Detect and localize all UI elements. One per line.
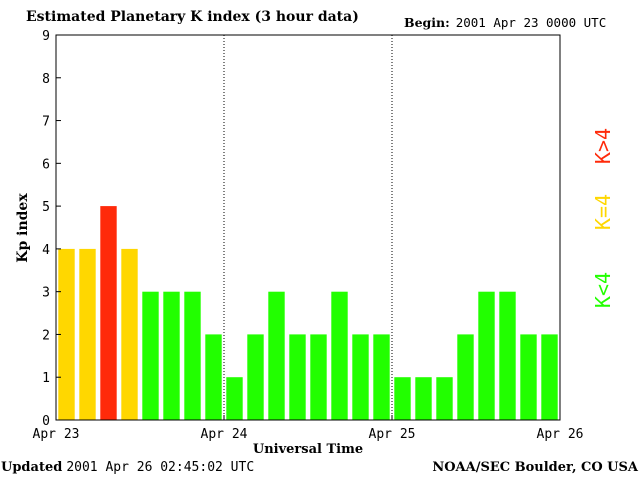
kp-bar: [58, 248, 75, 420]
y-tick-label: 4: [42, 243, 50, 258]
legend-entry: K<4: [591, 272, 615, 308]
kp-bar: [100, 206, 117, 420]
kp-bar: [205, 334, 222, 420]
kp-bar: [268, 291, 285, 420]
x-tick-label: Apr 26: [537, 427, 584, 442]
begin-info: Begin: 2001 Apr 23 0000 UTC: [404, 15, 606, 30]
begin-value: 2001 Apr 23 0000 UTC: [455, 15, 607, 30]
kp-bar: [184, 291, 201, 420]
legend-entry: K=4: [591, 194, 615, 230]
kp-bar: [415, 377, 432, 420]
y-tick-label: 1: [42, 371, 50, 386]
kp-bar: [310, 334, 327, 420]
y-tick-label: 2: [42, 328, 50, 343]
kp-bar: [226, 377, 243, 420]
kp-bar: [331, 291, 348, 420]
kp-bar: [121, 248, 138, 420]
kp-bar: [499, 291, 516, 420]
kp-bar: [478, 291, 495, 420]
y-tick-label: 9: [42, 29, 50, 44]
kp-bar: [394, 377, 411, 420]
updated-info: Updated 2001 Apr 26 02:45:02 UTC: [1, 460, 254, 475]
y-tick-label: 3: [42, 286, 50, 301]
x-tick-label: Apr 24: [201, 427, 248, 442]
y-tick-label: 0: [42, 414, 50, 429]
source-credit: NOAA/SEC Boulder, CO USA: [432, 460, 638, 475]
kp-bar: [436, 377, 453, 420]
updated-value: 2001 Apr 26 02:45:02 UTC: [66, 460, 255, 475]
kp-bar: [79, 248, 96, 420]
kp-bar: [352, 334, 369, 420]
kp-bar: [289, 334, 306, 420]
kp-bar: [247, 334, 264, 420]
chart-title: Estimated Planetary K index (3 hour data…: [26, 9, 359, 25]
y-tick-label: 6: [42, 157, 50, 172]
updated-label: Updated: [1, 460, 63, 475]
begin-label: Begin:: [404, 15, 450, 30]
x-tick-label: Apr 25: [369, 427, 416, 442]
plot-frame: [55, 34, 561, 421]
legend-entry: K>4: [591, 128, 615, 164]
y-axis-label: Kp index: [15, 193, 31, 263]
y-tick-label: 5: [42, 200, 50, 215]
kp-bar: [520, 334, 537, 420]
kp-bar: [373, 334, 390, 420]
kp-bar: [541, 334, 558, 420]
x-axis-label: Universal Time: [253, 442, 363, 457]
x-tick-label: Apr 23: [33, 427, 80, 442]
y-tick-label: 8: [42, 72, 50, 87]
kp-bar: [163, 291, 180, 420]
y-tick-label: 7: [42, 115, 50, 130]
kp-bar: [457, 334, 474, 420]
kp-bar: [142, 291, 159, 420]
